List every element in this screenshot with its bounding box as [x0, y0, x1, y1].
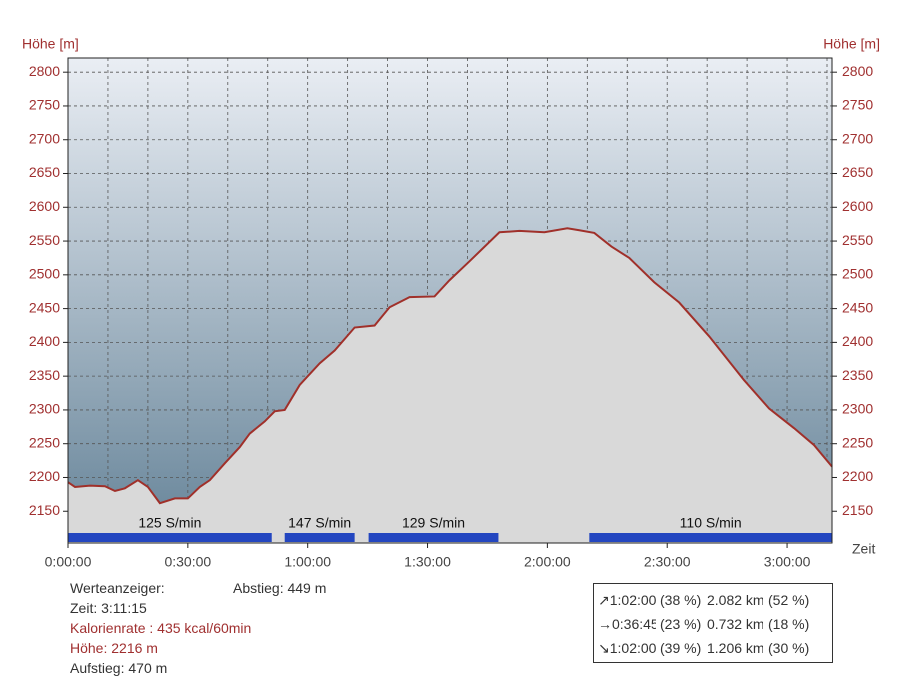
y2-tick-label: 2400: [842, 333, 873, 349]
cadence-bar: [589, 533, 832, 542]
y-tick-label: 2250: [29, 434, 60, 450]
area: [68, 228, 832, 543]
y2-tick-label: 2200: [842, 468, 873, 484]
x-tick-label: 0:00:00: [45, 554, 92, 570]
info-text: Höhe: 2216 m: [70, 640, 158, 656]
stats-cell: (38 %): [660, 592, 702, 608]
y2-tick-label: 2700: [842, 130, 873, 146]
y2-tick-label: 2800: [842, 63, 873, 79]
info-text: Aufstieg: 470 m: [70, 660, 168, 676]
info-text: Kalorienrate : 435 kcal/60min: [70, 620, 252, 636]
info-text: Abstieg: 449 m: [233, 580, 327, 596]
y2-tick-label: 2600: [842, 198, 873, 214]
y-tick-label: 2700: [29, 130, 60, 146]
y-tick-label: 2600: [29, 198, 60, 214]
chart: 125 S/min 147 S/min 129 S/min 110 S/min Höh…: [22, 36, 880, 570]
cadence-bar: [284, 533, 355, 542]
y-tick-label: 2500: [29, 266, 60, 282]
y2-tick-label: 2500: [842, 266, 873, 282]
y2-tick-label: 2250: [842, 434, 873, 450]
y2-tick-label: 2300: [842, 401, 873, 417]
y-tick-label: 2650: [29, 164, 60, 180]
stats-cell: 2.082 km: [707, 592, 763, 608]
cadence-label: 125 S/min: [138, 515, 201, 531]
info-text: Werteanzeiger:: [70, 580, 165, 596]
stats-cell: →0:36:45: [598, 616, 656, 632]
y2-tick-label: 2650: [842, 164, 873, 180]
y-axis-label: Höhe [m]: [22, 36, 79, 52]
y-tick-label: 2200: [29, 468, 60, 484]
y-tick-label: 2400: [29, 333, 60, 349]
x-tick-label: 1:30:00: [404, 554, 451, 570]
y-tick-label: 2350: [29, 367, 60, 383]
stats-box: ↗1:02:00 (38 %) 2.082 km (52 %) →0:36:45 (23 …: [593, 583, 833, 663]
y-tick-label: 2750: [29, 97, 60, 113]
y-tick-label: 2450: [29, 299, 60, 315]
y2-tick-label: 2350: [842, 367, 873, 383]
y2-tick-label: 2550: [842, 232, 873, 248]
y-tick-label: 2800: [29, 63, 60, 79]
cadence-label: 129 S/min: [402, 515, 465, 531]
x-tick-label: 2:30:00: [644, 554, 691, 570]
cadence-label: 147 S/min: [288, 515, 351, 531]
info-text: Zeit: 3:11:15: [70, 600, 147, 616]
stats-cell: (18 %): [768, 616, 810, 632]
line: [67, 227, 833, 505]
stats-cell: (39 %): [660, 640, 702, 656]
stats-cell: ↘1:02:00: [598, 640, 656, 656]
stats-cell: 1.206 km: [707, 640, 763, 656]
x-tick-label: 3:00:00: [764, 554, 811, 570]
cadence-bar: [368, 533, 499, 542]
stats-cell: (23 %): [660, 616, 702, 632]
y-tick-label: 2550: [29, 232, 60, 248]
stats-cell: ↗1:02:00: [598, 592, 656, 608]
y2-tick-label: 2150: [842, 502, 873, 518]
x-axis-label: Zeit: [852, 541, 875, 557]
stats-cell: (30 %): [768, 640, 810, 656]
cadence-bar: [68, 533, 272, 542]
stats-cell: (52 %): [768, 592, 810, 608]
y-tick-label: 2300: [29, 401, 60, 417]
y-tick-label: 2150: [29, 502, 60, 518]
x-tick-label: 1:00:00: [284, 554, 331, 570]
y2-axis-label: Höhe [m]: [823, 36, 880, 52]
cadence-label: 110 S/min: [680, 515, 742, 531]
y2-tick-label: 2450: [842, 299, 873, 315]
x-tick-label: 2:00:00: [524, 554, 571, 570]
x-tick-label: 0:30:00: [164, 554, 211, 570]
y2-tick-label: 2750: [842, 97, 873, 113]
stats-cell: 0.732 km: [707, 616, 763, 632]
plot-frame: [67, 57, 833, 544]
